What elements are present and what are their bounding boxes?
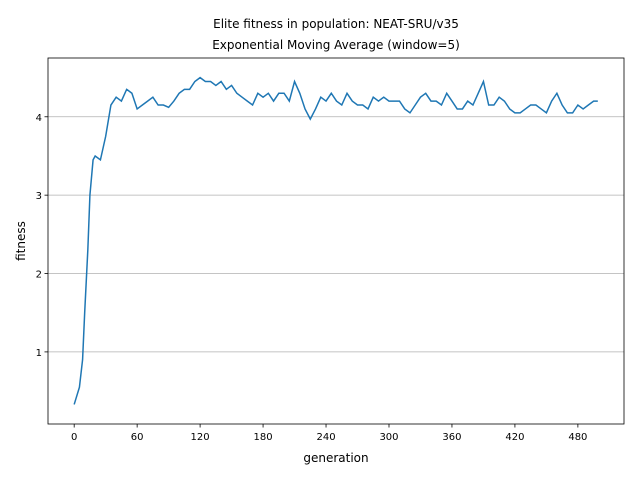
x-tick-label: 180 [254, 432, 273, 443]
chart-subtitle: Exponential Moving Average (window=5) [212, 38, 460, 52]
chart-title: Elite fitness in population: NEAT-SRU/v3… [213, 17, 459, 31]
x-tick-label: 300 [379, 432, 398, 443]
y-axis-label: fitness [14, 221, 28, 261]
y-tick-label: 2 [36, 270, 42, 281]
y-tick-label: 1 [36, 348, 42, 359]
x-tick-label: 240 [316, 432, 335, 443]
plot-frame [47, 57, 625, 425]
x-tick-label: 480 [568, 432, 587, 443]
x-tick-label: 60 [131, 432, 144, 443]
x-tick-label: 120 [191, 432, 210, 443]
data-line [73, 76, 598, 405]
x-tick-label: 0 [71, 432, 77, 443]
y-tick-label: 3 [36, 191, 42, 202]
y-tick-label: 4 [36, 113, 42, 124]
x-tick-label: 360 [442, 432, 461, 443]
x-tick-label: 420 [505, 432, 524, 443]
x-axis-label: generation [303, 451, 368, 465]
